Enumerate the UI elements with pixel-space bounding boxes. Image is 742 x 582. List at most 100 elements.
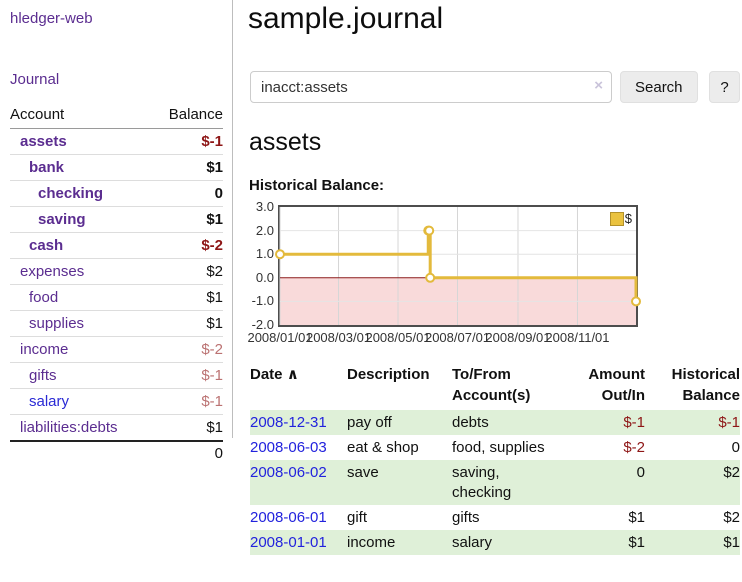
account-link-supplies[interactable]: supplies bbox=[29, 315, 85, 332]
account-link-income[interactable]: income bbox=[20, 341, 69, 358]
transaction-accounts: saving, checking bbox=[452, 460, 564, 505]
transaction-balance: $2 bbox=[723, 509, 740, 526]
clear-search-icon[interactable]: × bbox=[594, 77, 603, 94]
account-balance: $1 bbox=[151, 284, 223, 311]
register-header-accounts: To/From Account(s) bbox=[452, 366, 531, 404]
chart-canvas bbox=[275, 207, 641, 325]
account-row-expenses: expenses $2 bbox=[10, 258, 223, 285]
account-link-cash[interactable]: cash bbox=[29, 237, 64, 254]
accounts-header-row: Account Balance bbox=[10, 102, 223, 129]
account-row-bank: bank $1 bbox=[10, 154, 223, 181]
register-row: 2008-06-03 eat & shop food, supplies $-2… bbox=[250, 435, 740, 460]
accounts-header-balance: Balance bbox=[151, 102, 223, 129]
account-row-saving: saving $1 bbox=[10, 206, 223, 233]
account-balance: $-2 bbox=[151, 232, 223, 259]
transaction-amount: 0 bbox=[564, 460, 645, 505]
transaction-balance: $2 bbox=[645, 460, 740, 505]
account-balance: $1 bbox=[151, 154, 223, 181]
account-balance: $-1 bbox=[151, 362, 223, 389]
account-balance: $1 bbox=[151, 310, 223, 337]
search-button[interactable]: Search bbox=[620, 71, 698, 103]
x-tick-label: 2008/03/01 bbox=[305, 330, 372, 345]
register-header-description: Description bbox=[347, 366, 430, 383]
register-header-row: Date ∧ Description To/From Account(s) Am… bbox=[250, 362, 740, 410]
historical-balance-chart: 3.0 2.0 1.0 0.0 -1.0 -2.0 $ 2008/01/01 2008/03… bbox=[247, 199, 648, 348]
accounts-total-row: 0 bbox=[10, 440, 223, 466]
transaction-accounts: debts bbox=[452, 410, 564, 435]
account-heading: assets bbox=[249, 128, 322, 156]
account-link-salary[interactable]: salary bbox=[29, 393, 70, 410]
help-button[interactable]: ? bbox=[709, 71, 740, 103]
transaction-date-link[interactable]: 2008-06-03 bbox=[250, 439, 327, 456]
transaction-amount: $-2 bbox=[623, 439, 645, 456]
account-row-salary: salary $-1 bbox=[10, 388, 223, 415]
account-link-expenses[interactable]: expenses bbox=[20, 263, 85, 280]
register-header-date[interactable]: Date ∧ bbox=[250, 362, 347, 410]
chart-legend: $ bbox=[609, 211, 632, 226]
transaction-date-link[interactable]: 2008-12-31 bbox=[250, 414, 327, 431]
account-link-saving[interactable]: saving bbox=[38, 211, 86, 228]
x-tick-label: 2008/09/01 bbox=[485, 330, 551, 345]
account-row-income: income $-2 bbox=[10, 336, 223, 363]
accounts-header-account: Account bbox=[10, 102, 152, 129]
register-header-balance: Historical Balance bbox=[671, 366, 740, 404]
transaction-date-link[interactable]: 2008-06-01 bbox=[250, 509, 327, 526]
account-link-food[interactable]: food bbox=[29, 289, 59, 306]
transaction-amount: $1 bbox=[628, 509, 645, 526]
transaction-accounts: gifts bbox=[452, 509, 480, 526]
account-balance: 0 bbox=[151, 180, 223, 207]
transaction-balance: 0 bbox=[731, 439, 740, 456]
account-balance: $1 bbox=[151, 206, 223, 233]
account-row-assets: assets $-1 bbox=[10, 129, 223, 155]
register-row: 2008-01-01 income salary $1 $1 bbox=[250, 530, 740, 555]
search-box: × bbox=[250, 71, 612, 103]
y-tick-label: 2.0 bbox=[255, 222, 274, 238]
y-tick-label: 1.0 bbox=[255, 246, 274, 262]
sort-asc-icon: ∧ bbox=[286, 366, 299, 383]
register-row: 2008-06-01 gift gifts $1 $2 bbox=[250, 505, 740, 530]
transaction-date-link[interactable]: 2008-06-02 bbox=[250, 464, 327, 481]
register-header-date-label: Date bbox=[250, 366, 283, 383]
account-balance: $1 bbox=[151, 414, 223, 441]
register-row: 2008-12-31 pay off debts $-1 $-1 bbox=[250, 410, 740, 435]
account-balance: $2 bbox=[151, 258, 223, 285]
y-tick-label: 0.0 bbox=[255, 269, 274, 285]
x-tick-label: 2008/01/01 bbox=[247, 330, 313, 345]
sidebar: hledger-web Journal Account Balance asse… bbox=[0, 0, 233, 582]
account-row-checking: checking 0 bbox=[10, 180, 223, 207]
account-row-food: food $1 bbox=[10, 284, 223, 311]
register-header-amount: Amount Out/In bbox=[588, 366, 645, 404]
page-title: sample.journal bbox=[248, 2, 444, 35]
search-input[interactable] bbox=[250, 71, 612, 103]
transaction-accounts: salary bbox=[452, 530, 564, 555]
search-form: × Search ? bbox=[248, 71, 742, 103]
transaction-date-link[interactable]: 2008-01-01 bbox=[250, 534, 327, 551]
account-balance: $-1 bbox=[151, 388, 223, 415]
transaction-description: save bbox=[347, 460, 452, 505]
account-balance: $-2 bbox=[151, 336, 223, 363]
transaction-balance: $-1 bbox=[645, 410, 740, 435]
account-link-assets[interactable]: assets bbox=[20, 133, 67, 150]
sidebar-item-journal[interactable]: Journal bbox=[10, 71, 60, 88]
account-row-supplies: supplies $1 bbox=[10, 310, 223, 337]
transaction-description: pay off bbox=[347, 410, 452, 435]
transaction-description: income bbox=[347, 530, 452, 555]
transaction-description: gift bbox=[347, 509, 368, 526]
transaction-amount: $1 bbox=[564, 530, 645, 555]
app-brand-link[interactable]: hledger-web bbox=[10, 10, 93, 27]
transaction-amount: $-1 bbox=[564, 410, 645, 435]
transaction-accounts: food, supplies bbox=[452, 439, 545, 456]
account-link-checking[interactable]: checking bbox=[38, 185, 104, 202]
account-link-bank[interactable]: bank bbox=[29, 159, 65, 176]
account-row-cash: cash $-2 bbox=[10, 232, 223, 259]
account-link-gifts[interactable]: gifts bbox=[29, 367, 57, 384]
chart-plot-area: $ bbox=[275, 205, 641, 327]
y-tick-label: -1.0 bbox=[251, 293, 274, 309]
account-row-gifts: gifts $-1 bbox=[10, 362, 223, 389]
y-tick-label: -2.0 bbox=[251, 317, 274, 332]
register-row: 2008-06-02 save saving, checking 0 $2 bbox=[250, 460, 740, 505]
transaction-balance: $1 bbox=[645, 530, 740, 555]
account-link-liabilities-debts[interactable]: liabilities:debts bbox=[20, 419, 118, 436]
y-tick-label: 3.0 bbox=[255, 199, 274, 214]
chart-title: Historical Balance: bbox=[249, 177, 385, 194]
